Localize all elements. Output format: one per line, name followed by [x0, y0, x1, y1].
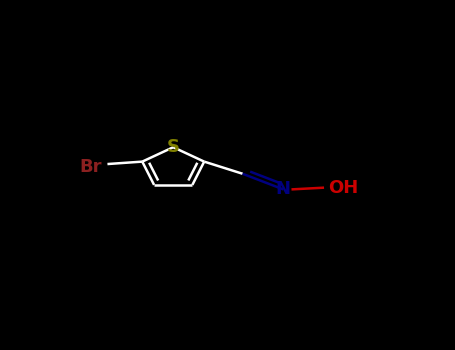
Text: S: S [167, 138, 180, 156]
Text: N: N [276, 180, 291, 198]
Text: OH: OH [329, 178, 359, 197]
Text: Br: Br [79, 158, 101, 176]
